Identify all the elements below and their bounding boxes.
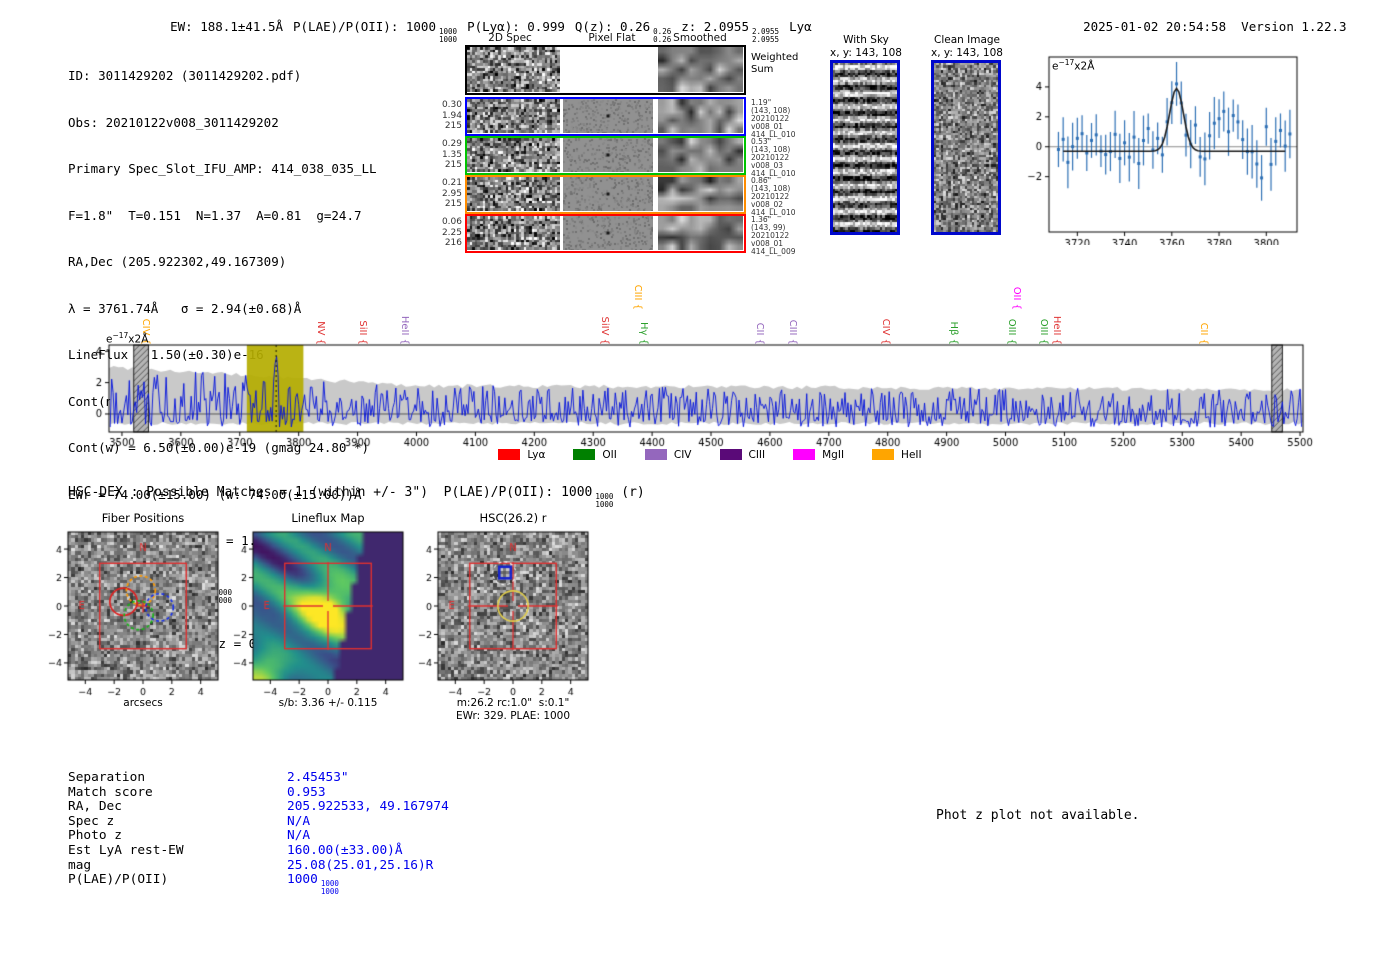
plae-fraction: 1000 1000 xyxy=(439,27,458,45)
report-meta: 2025-01-02 20:54:58 Version 1.22.3 xyxy=(1053,4,1347,49)
hsc-match-header: HSC-DEX : Possible Matches = 1 (within +… xyxy=(68,485,645,510)
row-stats: 0.30 1.94 215 xyxy=(441,100,462,131)
smoothed-image xyxy=(658,99,743,133)
emission-line-label-oii: OII { xyxy=(1010,286,1022,310)
2d-spec-image xyxy=(467,177,560,211)
hsc-r-cutout xyxy=(408,524,603,704)
z-fraction: 2.0955 2.0955 xyxy=(751,27,780,45)
2d-spec-image xyxy=(467,216,560,250)
legend-item-lya: Lyα xyxy=(498,449,545,461)
with-sky-panel-title: With Sky x, y: 143, 108 xyxy=(830,34,902,59)
pixel-flat-image xyxy=(563,99,653,133)
legend-swatch xyxy=(872,449,895,460)
hsc-cutout-title: HSC(26.2) r xyxy=(479,511,547,525)
full-spectrum-plot xyxy=(95,335,1320,470)
lineflux-map-xlabel: s/b: 3.36 +/- 0.115 xyxy=(278,697,378,709)
plya-value: P(Lyα): 0.999 xyxy=(467,19,565,34)
lineflux-map-cutout xyxy=(223,524,418,704)
table-row: RA, Dec 205.922533, 49.167974 xyxy=(68,799,449,815)
smoothed-image xyxy=(658,138,743,172)
weighted-sum-label: Weighted Sum xyxy=(751,52,799,75)
plae-poii-value: P(LAE)/P(OII): 1000 1000 1000 xyxy=(293,19,458,45)
line-fit-zoom-plot xyxy=(1010,45,1320,245)
smoothed-image xyxy=(658,47,743,92)
table-row: Est LyA rest-EW 160.00(±33.00)Å xyxy=(68,842,403,858)
legend-item-civ: CIV xyxy=(644,449,692,461)
timestamp: 2025-01-02 20:54:58 xyxy=(1083,19,1227,34)
info-line-obs: Obs: 20210122v008_3011429202 xyxy=(68,114,279,130)
column-header-pixel-flat: Pixel Flat xyxy=(588,32,636,44)
legend-item-ciii: CIII xyxy=(719,449,765,461)
info-line-radec: RA,Dec (205.922302,49.167309) xyxy=(68,254,287,269)
2d-spec-exposure-row xyxy=(465,175,746,214)
qz-fraction: 0.26 0.26 xyxy=(653,27,672,45)
table-row: mag 25.08(25.01,25.16)R xyxy=(68,857,434,873)
row-stats: 0.29 1.35 215 xyxy=(441,139,462,170)
with-sky-cutout-image xyxy=(830,60,900,235)
ew-value: EW: 188.1±41.5Å xyxy=(170,19,283,34)
2d-spec-exposure-row xyxy=(465,214,746,253)
fiber-positions-title: Fiber Positions xyxy=(101,511,185,525)
table-row: Photo z N/A xyxy=(68,828,311,844)
2d-spec-weighted-sum-row xyxy=(465,45,746,95)
legend-item-oii: OII xyxy=(573,449,617,461)
info-line-id: ID: 3011429202 (3011429202.pdf) xyxy=(68,68,302,83)
flux-units-annotation: e−17x2Å xyxy=(106,331,149,346)
row-annotation: 1.19" (143, 108) 20210122 v008_01 414_LL_010 xyxy=(751,98,796,139)
table-row: Spec z N/A xyxy=(68,813,311,829)
info-line-wavelength: λ = 3761.74Å σ = 2.94(±0.68)Å xyxy=(68,300,302,316)
legend-swatch xyxy=(498,449,521,460)
spectrum-legend: Lyα OII CIV CIII MgII HeII xyxy=(120,449,1300,461)
table-row: Match score 0.953 xyxy=(68,784,326,800)
lineflux-map-title: Lineflux Map xyxy=(291,511,365,525)
clean-image-panel-title: Clean Image x, y: 143, 108 xyxy=(931,34,1003,59)
fiber-positions-cutout xyxy=(38,524,233,704)
2d-spec-image xyxy=(467,99,560,133)
pixel-flat-image xyxy=(563,138,653,172)
table-row: Separation 2.45453" xyxy=(68,770,349,785)
legend-swatch xyxy=(793,449,816,460)
2d-spec-image xyxy=(467,138,560,172)
row-stats: 0.06 2.25 216 xyxy=(441,217,462,248)
emission-line-label-ciii: CIII { xyxy=(632,284,644,310)
hsc-plae-fraction: 1000 1000 xyxy=(595,492,614,510)
hsc-cutout-xlabel2: EWr: 329. PLAE: 1000 xyxy=(455,710,571,722)
line-classification: Lyα xyxy=(789,19,812,34)
info-line-primary: Primary Spec_Slot_IFU_AMP: 414_038_035_L… xyxy=(68,161,377,176)
2d-spec-exposure-row xyxy=(465,136,746,175)
pixel-flat-image xyxy=(563,216,653,250)
hsc-cutout-xlabel: m:26.2 rc:1.0" s:0.1" xyxy=(456,697,570,709)
fiber-positions-xlabel: arcsecs xyxy=(123,697,163,709)
info-line-ewr: EWr = 74.00(±15.00) (w: 74.00(±15.00))Å xyxy=(68,486,362,502)
smoothed-image xyxy=(658,177,743,211)
z-value: z: 2.0955 2.0955 2.0955 xyxy=(681,19,780,45)
catalog-match-table: Separation 2.45453" Match score 0.953 RA, … xyxy=(68,770,449,897)
info-line-fit-params: F=1.8" T=0.151 N=1.37 A=0.81 g=24.7 xyxy=(68,207,362,223)
row-annotation: 1.36" (143, 99) 20210122 v008_01 414_LL_009 xyxy=(751,215,796,256)
legend-item-heii: HeII xyxy=(872,449,922,461)
legend-swatch xyxy=(573,449,596,460)
column-header-2d-spec: 2D Spec xyxy=(488,32,532,44)
row-annotation: 0.53" (143, 108) 20210122 v008_03 414_LL_010 xyxy=(751,137,796,178)
legend-swatch xyxy=(719,449,742,460)
version-label: Version 1.22.3 xyxy=(1241,19,1347,34)
flux-units-annotation: e−17x2Å xyxy=(1052,58,1095,73)
qz-value: Q(z): 0.26 0.26 0.26 xyxy=(574,19,672,45)
2d-spec-image xyxy=(467,47,560,92)
match-plae-fraction: 1000 1000 xyxy=(320,879,339,897)
legend-item-mgii: MgII xyxy=(793,449,844,461)
legend-swatch xyxy=(644,449,667,460)
smoothed-image xyxy=(658,216,743,250)
summary-header: EW: 188.1±41.5Å P(LAE)/P(OII): 1000 1000 10… xyxy=(140,4,812,60)
row-stats: 0.21 2.95 215 xyxy=(441,178,462,209)
table-row: P(LAE)/P(OII) 1000 1000 1000 xyxy=(68,872,339,897)
2d-spec-exposure-row xyxy=(465,97,746,136)
clean-cutout-image xyxy=(931,60,1001,235)
photz-note: Phot z plot not available. xyxy=(936,808,1140,823)
column-header-smoothed: Smoothed xyxy=(673,32,727,44)
pixel-flat-image xyxy=(563,177,653,211)
row-annotation: 0.86" (143, 108) 20210122 v008_02 414_LL_010 xyxy=(751,176,796,217)
